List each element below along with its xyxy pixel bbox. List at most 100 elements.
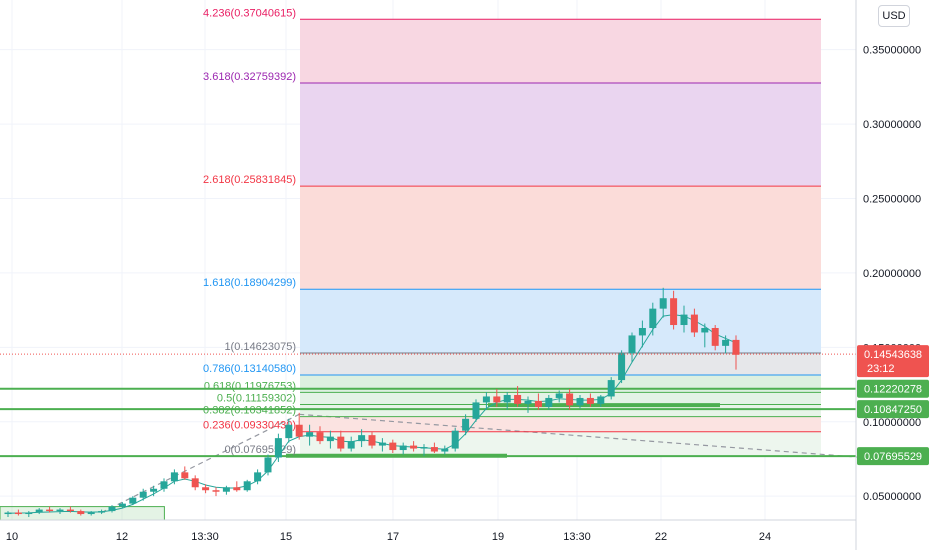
time-tick-label: 13:30 (563, 531, 591, 543)
candle (701, 323, 709, 348)
candle (680, 305, 688, 333)
time-tick-label: 10 (6, 531, 18, 543)
fib-level-label: 3.618(0.32759392) (203, 71, 296, 83)
fib-level-label: 0.236(0.09330430) (203, 420, 296, 432)
level-price-tag-bg (857, 379, 929, 398)
candle (77, 509, 85, 516)
candle-body (285, 424, 293, 439)
candle-body (638, 327, 646, 336)
time-tick-label: 22 (655, 531, 667, 543)
level-price-tag-bg (857, 447, 929, 466)
candles (4, 287, 740, 518)
level-price-tag-text: 0.10847250 (864, 404, 922, 416)
candle-body (701, 327, 709, 333)
candle-body (545, 397, 553, 407)
candle-body (191, 478, 199, 488)
candle (368, 432, 376, 449)
candle-body (472, 402, 480, 419)
fib-zone (300, 375, 821, 393)
candle-body (160, 481, 168, 489)
candle (524, 396, 532, 413)
price-tick-label: 0.30000000 (863, 119, 921, 131)
candle-body (524, 400, 532, 404)
candle-body (493, 396, 501, 403)
candle-body (607, 380, 615, 397)
candle-body (586, 397, 594, 404)
candle (420, 444, 428, 456)
candle (586, 393, 594, 407)
trend-line (299, 413, 893, 461)
candle (46, 506, 54, 513)
candle-body (618, 353, 626, 381)
candle (139, 488, 147, 501)
candle (566, 389, 574, 410)
candle (722, 335, 730, 354)
level-price-tag: 0.12220278 (857, 379, 929, 398)
candle (576, 394, 584, 409)
time-tick-label: 15 (280, 531, 292, 543)
candle (87, 511, 95, 516)
candle-body (576, 397, 584, 406)
candle-body (482, 396, 490, 403)
candle-body (399, 445, 407, 451)
candle (430, 442, 438, 454)
candle (35, 508, 43, 515)
time-tick-label: 13:30 (191, 531, 219, 543)
candle (534, 393, 542, 410)
candle (482, 391, 490, 410)
candle (191, 475, 199, 491)
trend-lines[interactable] (101, 413, 893, 514)
candle-body (410, 445, 418, 449)
fibonacci-levels[interactable]: 4.236(0.37040615) 3.618(0.32759392) 2.618(… (203, 7, 821, 457)
candle (555, 390, 563, 403)
candle-body (118, 503, 126, 507)
time-tick-label: 12 (116, 531, 128, 543)
candle-countdown: 23:12 (867, 363, 895, 375)
candle (618, 350, 626, 384)
candle (399, 442, 407, 455)
candle-body (690, 314, 698, 333)
level-price-tag: 0.10847250 (857, 400, 929, 419)
candle-body (274, 438, 282, 458)
candle (98, 509, 106, 515)
fib-level-label: 0.618(0.11976753) (204, 380, 296, 392)
candle-body (4, 512, 12, 515)
candle (545, 394, 553, 410)
candle (118, 502, 126, 509)
candle-body (46, 509, 54, 512)
candle-body (534, 400, 542, 407)
horizontal-levels[interactable] (0, 387, 856, 458)
current-price-tag-bg (857, 345, 929, 378)
currency-button[interactable]: USD (878, 5, 910, 27)
fib-zone (300, 19, 821, 84)
candle-body (35, 509, 43, 513)
fib-level-label: 1(0.14623075) (224, 341, 296, 353)
candle-body (420, 447, 428, 449)
candle (732, 335, 740, 370)
candle-body (711, 327, 719, 346)
fib-level-label: 0.5(0.11159302) (217, 393, 296, 405)
candle (462, 414, 470, 436)
candle-body (566, 393, 574, 406)
candle (56, 508, 64, 515)
candle (493, 389, 501, 407)
candle (389, 439, 397, 454)
candle (638, 320, 646, 348)
candle-body (170, 472, 178, 482)
candle (222, 485, 230, 495)
candle-body (181, 472, 189, 479)
candle-body (108, 506, 116, 512)
candle-body (628, 335, 636, 354)
candle (326, 430, 334, 449)
candle (347, 436, 355, 452)
price-tick-label: 0.20000000 (863, 268, 921, 280)
candle (441, 445, 449, 455)
candle (285, 418, 293, 443)
candle (181, 466, 189, 480)
candle-body (295, 424, 303, 437)
candle-body (503, 394, 511, 403)
candle (202, 484, 210, 494)
level-price-tag: 0.07695529 (857, 447, 929, 466)
